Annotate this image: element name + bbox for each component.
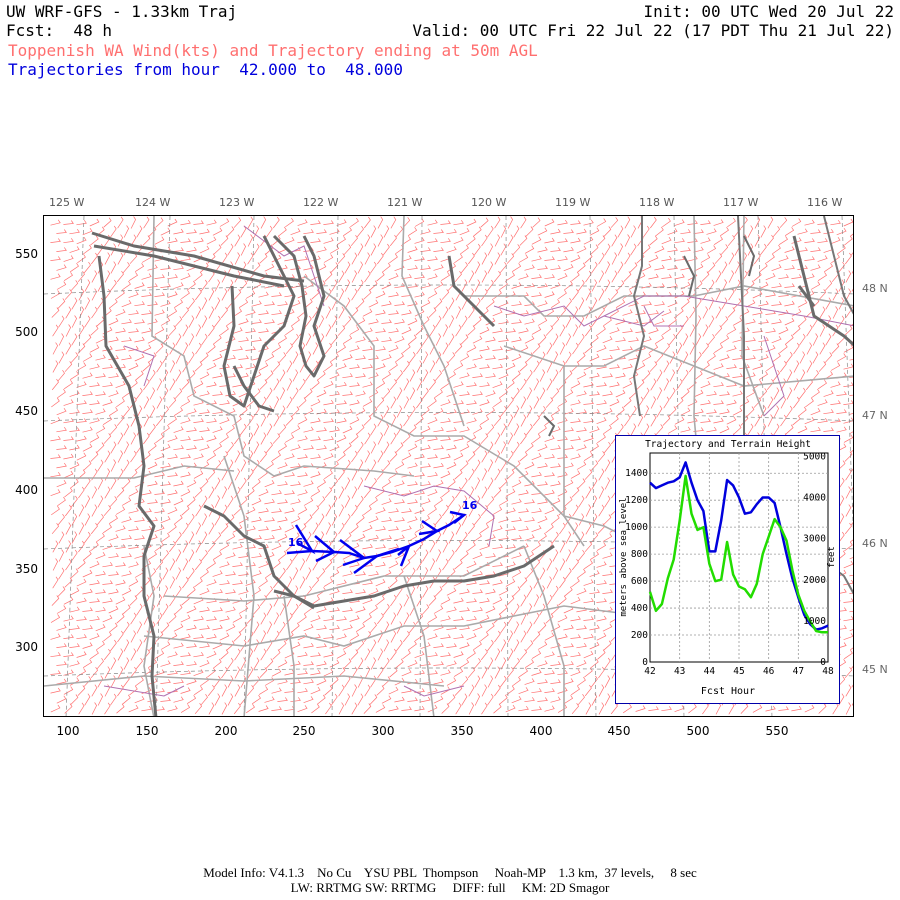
inset-y-tick-label: 800	[631, 549, 648, 560]
field-description: Toppenish WA Wind(kts) and Trajectory en…	[8, 41, 538, 60]
inset-x-tick-label: 48	[822, 666, 834, 677]
county-lines-purple	[103, 225, 853, 697]
y-tick-550: 550	[15, 247, 38, 261]
y-tick-500: 500	[15, 325, 38, 339]
inset-y-right-tick-label: 2000	[803, 575, 826, 586]
lon-label-117w: 117 W	[723, 196, 759, 209]
trajectory-start-label: 16	[288, 536, 304, 549]
inset-y-tick-label: 200	[631, 630, 648, 641]
lon-label-122w: 122 W	[303, 196, 339, 209]
y-tick-400: 400	[15, 483, 38, 497]
lon-label-119w: 119 W	[555, 196, 591, 209]
inset-y-tick-label: 600	[631, 576, 648, 587]
inset-ylabel-left: meters above sea level	[619, 497, 629, 616]
x-tick-300: 300	[371, 724, 395, 738]
inset-y-tick-label: 1400	[625, 468, 648, 479]
y-tick-450: 450	[15, 404, 38, 418]
lon-label-123w: 123 W	[219, 196, 255, 209]
inset-x-tick-label: 46	[763, 666, 775, 677]
x-tick-350: 350	[450, 724, 474, 738]
inset-y-right-tick-label: 5000	[803, 452, 826, 463]
x-tick-200: 200	[214, 724, 238, 738]
x-tick-150: 150	[135, 724, 159, 738]
inset-y-tick-label: 1200	[625, 495, 648, 506]
inset-grid	[650, 453, 828, 662]
init-time: Init: 00 UTC Wed 20 Jul 22	[643, 2, 894, 21]
inset-x-ticks: 42 43 44 45 46 47 48	[644, 666, 834, 677]
y-tick-300: 300	[15, 640, 38, 654]
inset-title: Trajectory and Terrain Height	[645, 439, 811, 450]
inset-ylabel-right: feet	[827, 546, 837, 568]
lon-label-118w: 118 W	[639, 196, 675, 209]
inset-x-tick-label: 42	[644, 666, 655, 677]
lakes	[543, 235, 756, 437]
valid-time: Valid: 00 UTC Fri 22 Jul 22 (17 PDT Thu …	[412, 21, 894, 40]
inset-x-tick-label: 44	[704, 666, 716, 677]
lon-label-121w: 121 W	[387, 196, 423, 209]
coastline	[91, 231, 853, 716]
trajectory-path	[286, 510, 467, 575]
inset-y-right-tick-label: 4000	[803, 493, 826, 504]
trajectory-terrain-inset: Trajectory and Terrain Height 0 200 400 600…	[615, 435, 840, 704]
x-tick-500: 500	[686, 724, 710, 738]
lat-label-46n: 46 N	[862, 537, 888, 550]
map-canvas	[44, 216, 853, 716]
lon-label-124w: 124 W	[135, 196, 171, 209]
x-tick-400: 400	[529, 724, 553, 738]
inset-y-right-tick-label: 0	[820, 657, 826, 668]
x-tick-450: 450	[607, 724, 631, 738]
x-tick-250: 250	[292, 724, 316, 738]
terrain-height-line	[648, 474, 828, 634]
inset-y-right-ticks: 0 1000 2000 3000 4000 5000	[803, 452, 826, 668]
model-info-line1: Model Info: V4.1.3 No Cu YSU PBL Thompso…	[203, 865, 697, 880]
trajectory-range: Trajectories from hour 42.000 to 48.000	[8, 60, 403, 79]
lon-label-120w: 120 W	[471, 196, 507, 209]
inset-y-tick-label: 400	[631, 603, 648, 614]
x-tick-550: 550	[765, 724, 789, 738]
inset-x-tick-label: 45	[733, 666, 744, 677]
inset-y-tick-label: 1000	[625, 522, 648, 533]
lat-label-47n: 47 N	[862, 409, 888, 422]
forecast-hour: Fcst: 48 h	[6, 21, 112, 40]
inset-chart: Trajectory and Terrain Height 0 200 400 600…	[619, 439, 837, 697]
inset-y-right-tick-label: 1000	[803, 616, 826, 627]
inset-x-tick-label: 43	[674, 666, 685, 677]
inset-series	[648, 461, 829, 634]
inset-y-tick-label: 0	[642, 657, 648, 668]
y-tick-350: 350	[15, 562, 38, 576]
inset-y-right-tick-label: 3000	[803, 534, 826, 545]
plot-title: UW WRF-GFS - 1.33km Traj	[6, 2, 238, 21]
model-info-line2: LW: RRTMG SW: RRTMG DIFF: full KM: 2D Sm…	[290, 880, 610, 895]
lon-label-116w: 116 W	[807, 196, 843, 209]
inset-xlabel: Fcst Hour	[701, 686, 755, 697]
lon-label-125w: 125 W	[49, 196, 85, 209]
inset-x-tick-label: 47	[793, 666, 804, 677]
county-boundaries	[44, 216, 853, 716]
trajectory-end-label: 16	[462, 499, 478, 512]
x-tick-100: 100	[56, 724, 80, 738]
trajectory-layer: 16 16	[286, 499, 478, 575]
inset-y-ticks: 0 200 400 600 800 1000 1200 1400	[625, 468, 648, 668]
lat-label-48n: 48 N	[862, 282, 888, 295]
lat-label-45n: 45 N	[862, 663, 888, 676]
